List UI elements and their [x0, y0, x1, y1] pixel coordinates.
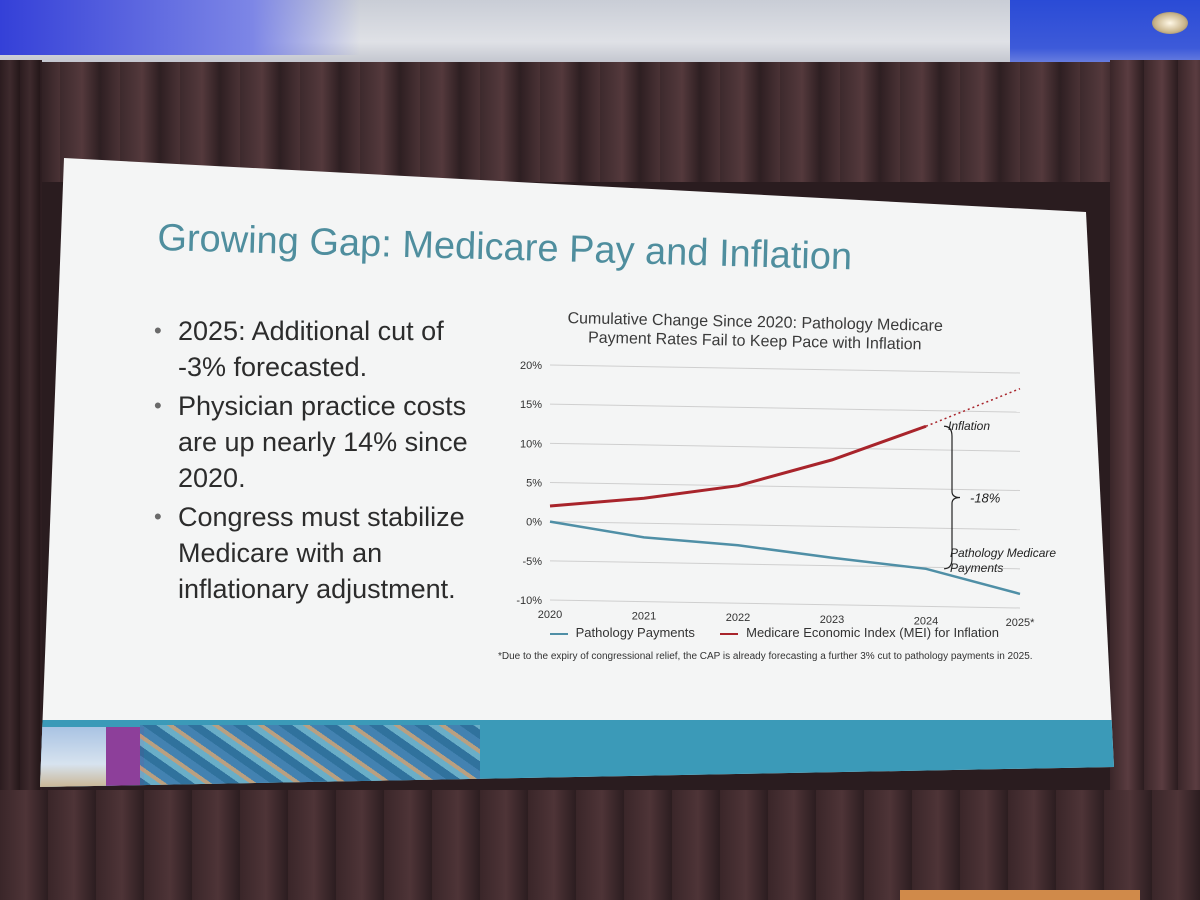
- footer-capitol-image: [40, 727, 106, 787]
- x-tick-label: 2023: [820, 614, 844, 626]
- curtain-bottom: [0, 790, 1200, 900]
- ceiling-light-left: [0, 0, 360, 55]
- chart-legend: Pathology Payments Medicare Economic Ind…: [550, 625, 1030, 640]
- y-tick-label: -5%: [522, 556, 542, 568]
- series-line-inflation: [549, 424, 927, 508]
- y-tick-label: 5%: [526, 478, 542, 490]
- legend-swatch-payments: [550, 632, 568, 635]
- y-tick-label: 0%: [526, 517, 542, 529]
- legend-swatch-inflation: [720, 632, 739, 635]
- line-chart: 20% 15% 10% 5% 0% -5% -10% 2020 2021 2022 2023 2024…: [516, 360, 1056, 629]
- inflation-projection-line: [925, 387, 1021, 427]
- bullet-dot-icon: •: [154, 504, 162, 529]
- slide: Growing Gap: Medicare Pay and Inflation …: [40, 158, 1114, 787]
- bullet-text: Congress must stabilize Medicare with an…: [178, 502, 465, 604]
- bullet-dot-icon: •: [154, 318, 162, 343]
- gap-bracket: [943, 425, 961, 570]
- gridline: [549, 599, 1021, 609]
- gridline: [549, 560, 1021, 570]
- legend-item-payments: Pathology Payments: [550, 625, 695, 640]
- annotation-payments: Pathology Medicare: [950, 546, 1056, 560]
- legend-item-inflation: Medicare Economic Index (MEI) for Inflat…: [720, 625, 999, 640]
- y-tick-label: -10%: [516, 595, 542, 607]
- y-tick-label: 10%: [520, 438, 542, 450]
- series-line-payments: [549, 520, 1021, 596]
- y-tick-label: 20%: [520, 360, 542, 372]
- annotation-inflation: Inflation: [948, 419, 990, 433]
- x-tick-label: 2025*: [1006, 617, 1035, 629]
- bullet-item: • 2025: Additional cut of -3% forecasted…: [150, 313, 470, 385]
- x-tick-label: 2021: [632, 611, 656, 623]
- gridline: [549, 482, 1021, 491]
- legend-label: Medicare Economic Index (MEI) for Inflat…: [746, 625, 999, 640]
- curtain-right: [1110, 60, 1200, 900]
- annotation-gap: -18%: [970, 491, 1000, 506]
- x-tick-label: 2020: [538, 609, 562, 621]
- gridline: [549, 403, 1021, 413]
- curtain-valance: [0, 62, 1200, 182]
- gridline: [549, 442, 1021, 452]
- annotation-payments: Payments: [950, 561, 1003, 575]
- bullet-item: • Physician practice costs are up nearly…: [150, 388, 470, 496]
- bullet-dot-icon: •: [154, 393, 162, 418]
- gridline: [549, 521, 1021, 531]
- stage-edge: [900, 890, 1140, 900]
- projection-screen: Growing Gap: Medicare Pay and Inflation …: [40, 158, 1114, 787]
- footer-accent: [106, 727, 144, 787]
- bullet-list: • 2025: Additional cut of -3% forecasted…: [150, 313, 470, 610]
- legend-label: Pathology Payments: [575, 625, 695, 640]
- chart-footnote: *Due to the expiry of congressional reli…: [498, 651, 1033, 662]
- x-tick-label: 2022: [726, 612, 750, 624]
- bullet-item: • Congress must stabilize Medicare with …: [150, 499, 470, 607]
- footer-artwork: [140, 725, 480, 787]
- y-tick-label: 15%: [520, 399, 542, 411]
- x-tick-label: 2024: [914, 615, 938, 627]
- bullet-text: Physician practice costs are up nearly 1…: [178, 391, 468, 493]
- curtain-left: [0, 60, 42, 900]
- bullet-text: 2025: Additional cut of -3% forecasted.: [178, 316, 444, 382]
- slide-title: Growing Gap: Medicare Pay and Inflation: [156, 217, 853, 279]
- gridline: [549, 364, 1021, 374]
- ceiling-spotlight: [1152, 12, 1188, 34]
